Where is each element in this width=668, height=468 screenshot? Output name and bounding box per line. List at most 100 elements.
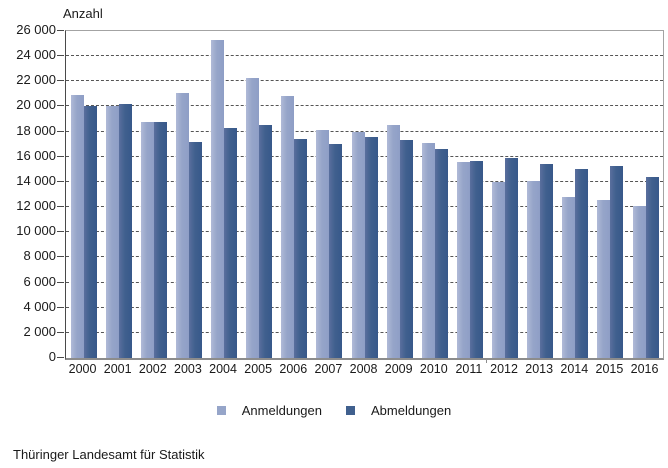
bars-layer	[66, 31, 663, 358]
y-axis-label-12000: 12 000	[16, 198, 56, 213]
x-axis-label-2015: 2015	[595, 362, 624, 376]
x-axis-label-2009: 2009	[384, 362, 413, 376]
y-axis-label-8000: 8 000	[23, 248, 56, 263]
bar-anmeldungen-2011	[456, 161, 470, 358]
bar-abmeldungen-2004	[224, 127, 238, 358]
y-axis-tick-14000	[57, 181, 64, 182]
bar-anmeldungen-2013	[527, 180, 541, 358]
bar-group-2005	[242, 31, 277, 358]
bar-abmeldungen-2013	[540, 164, 554, 358]
y-axis-tick-10000	[57, 231, 64, 232]
legend-swatch-abmeldungen-icon	[346, 406, 355, 415]
x-axis-label-2001: 2001	[103, 362, 132, 376]
gridline-18000	[66, 130, 663, 132]
legend-label-anmeldungen: Anmeldungen	[241, 403, 322, 418]
y-axis-tick-2000	[57, 332, 64, 333]
bar-anmeldungen-2016	[632, 205, 646, 358]
bar-group-2009	[382, 31, 417, 358]
bar-group-2006	[277, 31, 312, 358]
bar-abmeldungen-2005	[259, 125, 273, 358]
bar-anmeldungen-2007	[316, 130, 330, 358]
bar-group-2012	[488, 31, 523, 358]
source-text: Thüringer Landesamt für Statistik	[13, 447, 205, 462]
bar-abmeldungen-2000	[83, 106, 97, 358]
bar-group-2016	[628, 31, 663, 358]
y-axis-label-6000: 6 000	[23, 274, 56, 289]
y-axis-tick-4000	[57, 307, 64, 308]
bar-group-2000	[66, 31, 101, 358]
bar-anmeldungen-2008	[351, 131, 365, 358]
y-axis-label-16000: 16 000	[16, 148, 56, 163]
y-axis-label-18000: 18 000	[16, 123, 56, 138]
bar-anmeldungen-2002	[140, 121, 154, 358]
legend-label-abmeldungen: Abmeldungen	[371, 403, 452, 418]
x-axis-label-2011: 2011	[455, 362, 483, 376]
bar-anmeldungen-2010	[421, 142, 435, 358]
plot-area	[65, 30, 664, 360]
bar-group-2007	[312, 31, 347, 358]
y-axis-label-0: 0	[48, 349, 56, 364]
bar-anmeldungen-2009	[386, 125, 400, 358]
y-axis-title: Anzahl	[63, 6, 103, 21]
legend-item-abmeldungen: Abmeldungen	[346, 403, 451, 418]
x-axis-label-2014: 2014	[560, 362, 589, 376]
y-axis-tick-20000	[57, 105, 64, 106]
bar-group-2014	[558, 31, 593, 358]
y-axis-tick-12000	[57, 206, 64, 207]
bar-abmeldungen-2014	[575, 169, 589, 358]
y-axis-tick-18000	[57, 131, 64, 132]
bar-anmeldungen-2006	[281, 96, 295, 358]
bar-group-2001	[101, 31, 136, 358]
y-axis-label-2000: 2 000	[23, 324, 56, 339]
legend-swatch-anmeldungen-icon	[216, 406, 226, 415]
y-axis-tick-26000	[57, 30, 64, 31]
bar-abmeldungen-2010	[434, 149, 448, 358]
bar-group-2003	[171, 31, 206, 358]
x-axis-label-2006: 2006	[279, 362, 308, 376]
x-axis-label-2016: 2016	[630, 362, 659, 376]
y-axis-tick-24000	[57, 55, 64, 56]
bar-anmeldungen-2014	[562, 197, 576, 358]
bar-abmeldungen-2011	[469, 160, 483, 358]
bar-anmeldungen-2001	[105, 106, 119, 358]
bar-anmeldungen-2015	[597, 199, 611, 358]
bar-group-2013	[523, 31, 558, 358]
bar-abmeldungen-2002	[153, 121, 167, 358]
bar-abmeldungen-2012	[505, 158, 519, 358]
x-axis-label-2007: 2007	[314, 362, 343, 376]
y-axis-label-10000: 10 000	[16, 223, 56, 238]
bar-group-2008	[347, 31, 382, 358]
y-axis-label-24000: 24 000	[16, 47, 56, 62]
legend: Anmeldungen Abmeldungen	[0, 403, 668, 418]
bar-group-2002	[136, 31, 171, 358]
x-axis-label-2005: 2005	[244, 362, 273, 376]
bar-abmeldungen-2016	[645, 176, 659, 358]
bar-abmeldungen-2008	[364, 136, 378, 358]
bar-abmeldungen-2015	[610, 165, 624, 358]
x-axis-label-2002: 2002	[138, 362, 167, 376]
x-axis-label-2000: 2000	[68, 362, 97, 376]
bar-group-2015	[593, 31, 628, 358]
gridline-24000	[66, 55, 663, 57]
x-axis-label-2004: 2004	[209, 362, 237, 376]
bar-abmeldungen-2006	[294, 139, 308, 358]
y-axis-label-14000: 14 000	[16, 173, 56, 188]
bar-abmeldungen-2003	[188, 141, 202, 358]
legend-item-anmeldungen: Anmeldungen	[216, 403, 322, 418]
bar-group-2010	[417, 31, 452, 358]
x-axis-labels: 2000 2001 2002 2003 2004 2005 2006 2007 2008 2009…	[65, 362, 662, 376]
bar-group-2004	[207, 31, 242, 358]
y-axis-label-20000: 20 000	[16, 97, 56, 112]
bar-anmeldungen-2000	[70, 95, 84, 358]
gridline-22000	[66, 80, 663, 82]
x-axis-tick	[486, 359, 487, 363]
bar-group-2011	[452, 31, 487, 358]
y-axis-tick-0	[57, 357, 64, 358]
y-axis-tick-22000	[57, 80, 64, 81]
x-axis-label-2013: 2013	[525, 362, 554, 376]
y-axis-tick-16000	[57, 156, 64, 157]
y-axis-tick-8000	[57, 256, 64, 257]
x-axis-label-2008: 2008	[349, 362, 378, 376]
y-axis-label-4000: 4 000	[23, 299, 56, 314]
